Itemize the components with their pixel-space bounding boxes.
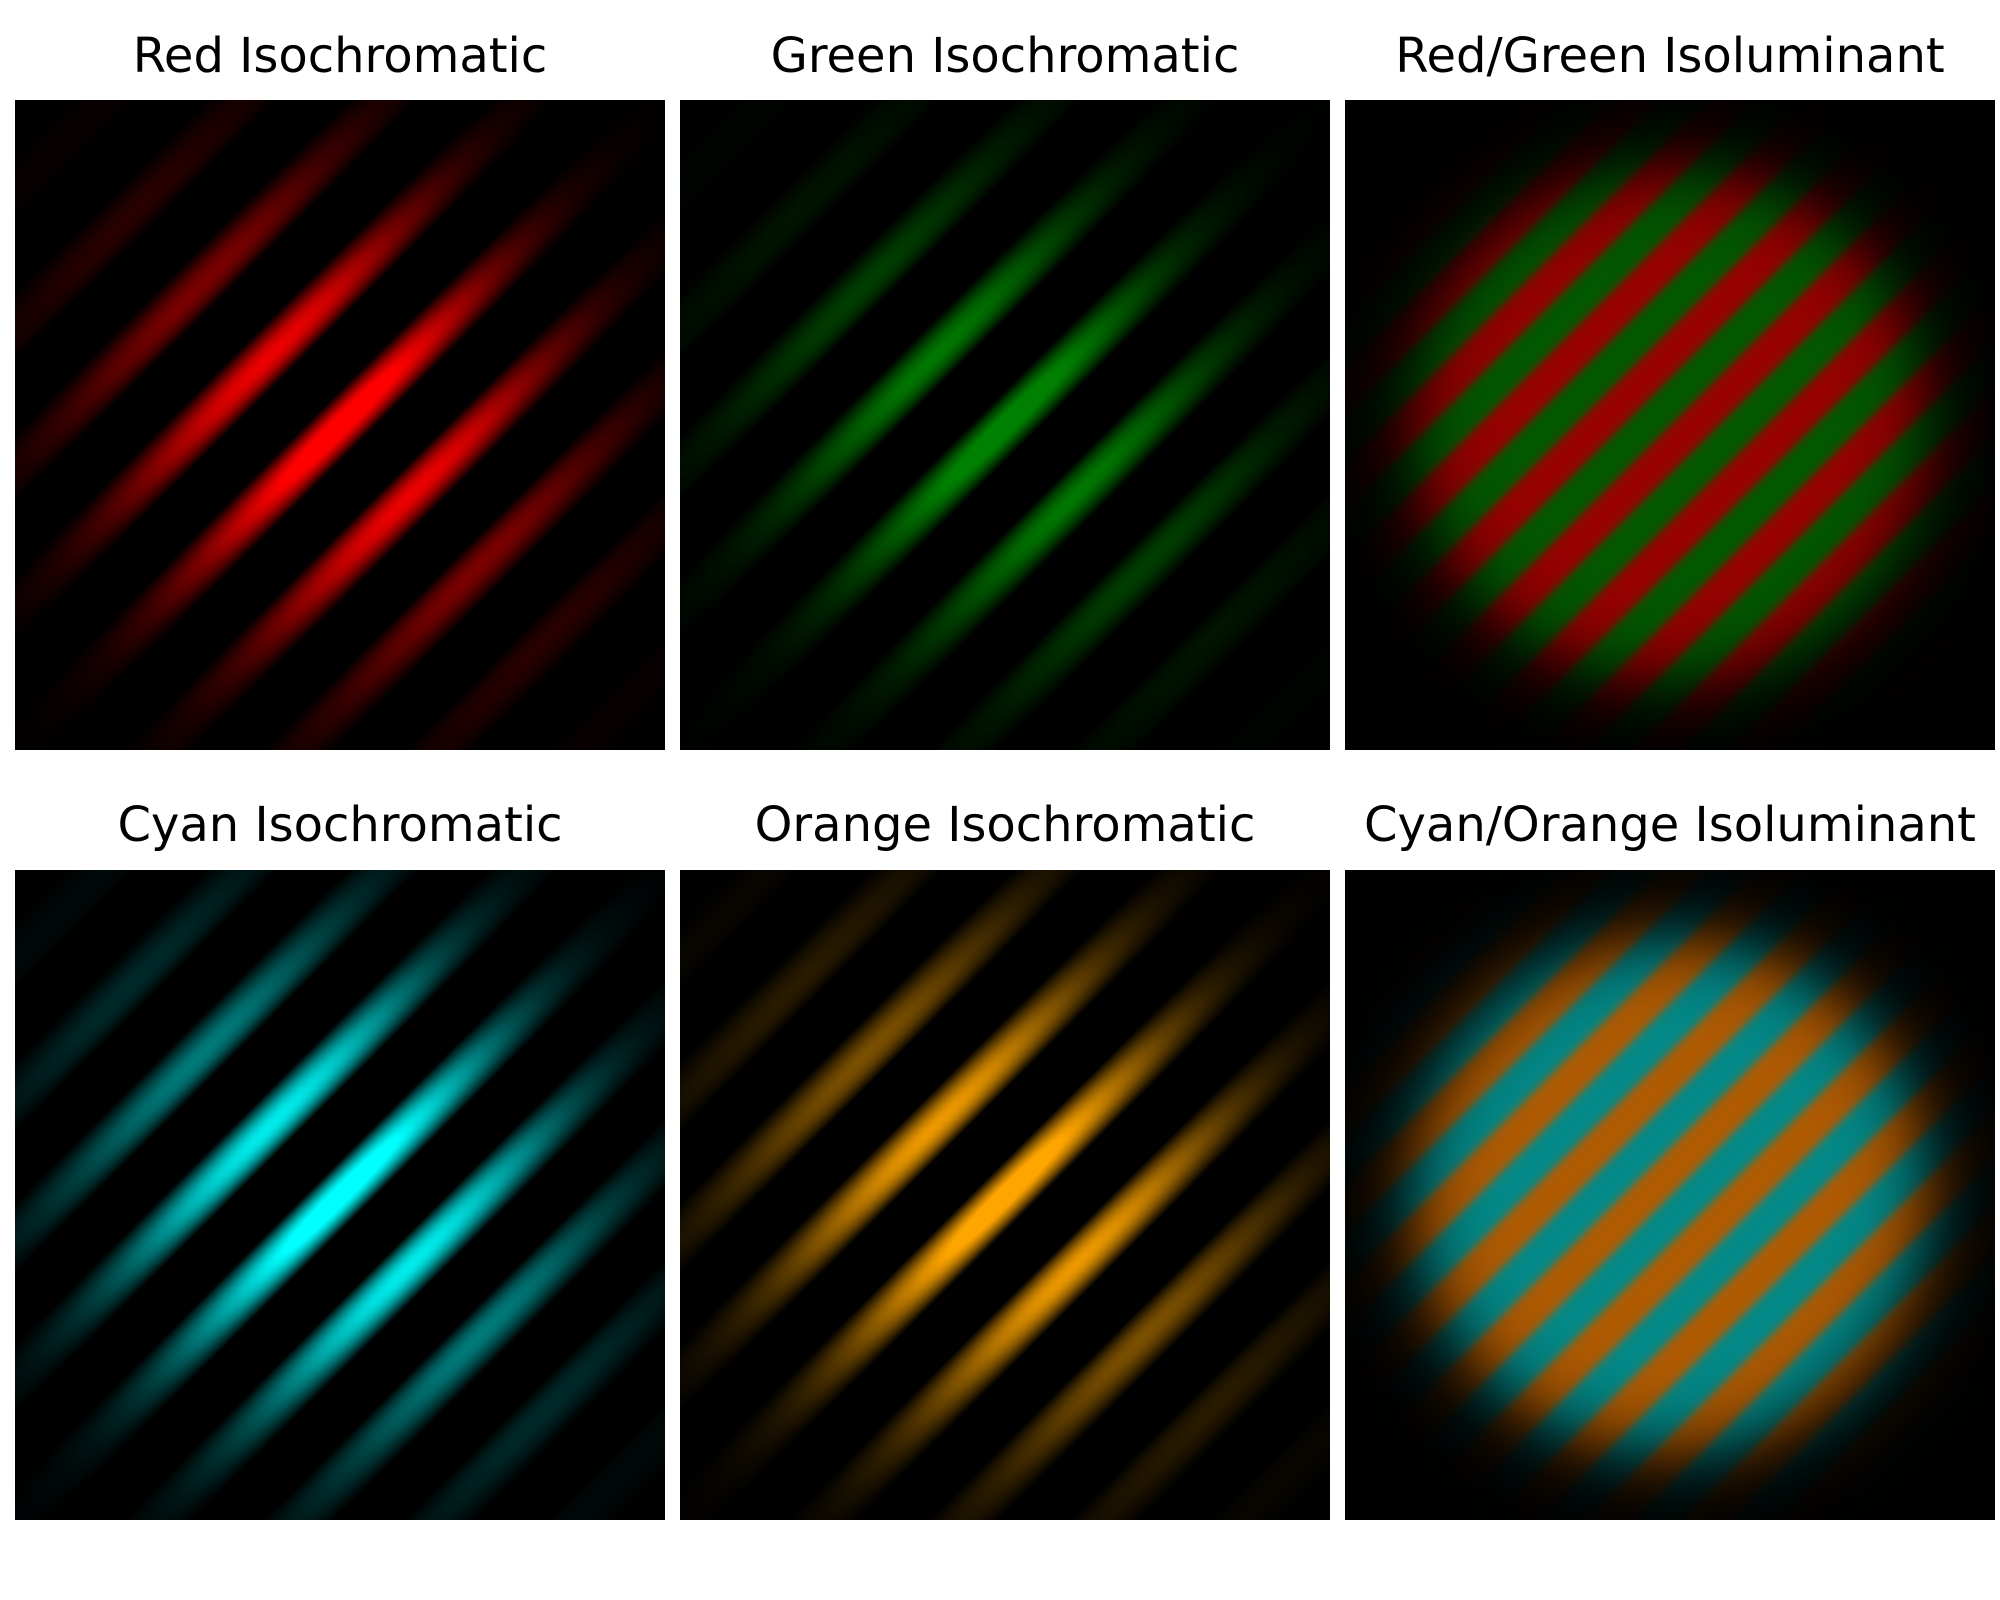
panel-title-orange-isochromatic: Orange Isochromatic <box>754 797 1256 853</box>
panel-title-red-green-isoluminant: Red/Green Isoluminant <box>1395 28 1945 84</box>
gabor-patch-red-isochromatic <box>15 100 665 750</box>
gabor-patch-red-green-isoluminant <box>1345 100 1995 750</box>
panel-title-green-isochromatic: Green Isochromatic <box>770 28 1240 84</box>
panel-title-cyan-orange-isoluminant: Cyan/Orange Isoluminant <box>1364 797 1976 853</box>
gabor-patch-orange-isochromatic <box>680 870 1330 1520</box>
gabor-patch-cyan-orange-isoluminant <box>1345 870 1995 1520</box>
panel-title-red-isochromatic: Red Isochromatic <box>132 28 548 84</box>
gabor-patch-green-isochromatic <box>680 100 1330 750</box>
gabor-patch-cyan-isochromatic <box>15 870 665 1520</box>
panel-title-cyan-isochromatic: Cyan Isochromatic <box>117 797 563 853</box>
